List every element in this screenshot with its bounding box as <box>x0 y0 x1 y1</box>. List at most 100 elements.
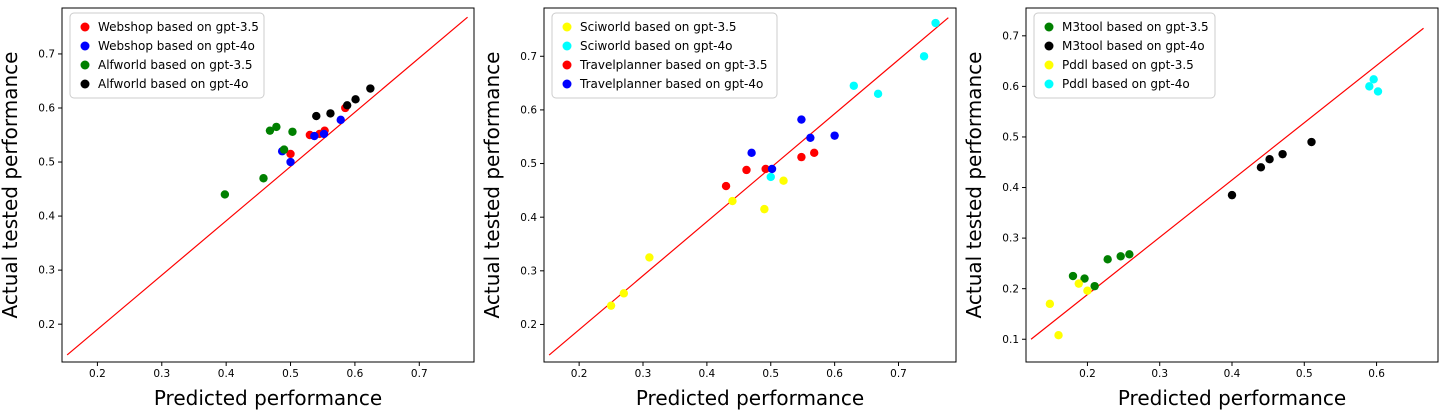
data-point <box>721 181 731 191</box>
data-point <box>728 196 737 206</box>
legend-label: Webshop based on gpt-3.5 <box>98 20 259 34</box>
scatter-plot: 0.2 0.3 0.4 0.5 0.6 0.7 0.2 0.3 0.4 0.5 0.6 0.7 Pred… <box>480 7 957 410</box>
x-tick-label: 0.7 <box>890 368 907 380</box>
data-point <box>779 176 788 185</box>
data-point <box>1103 255 1112 264</box>
x-tick-label: 0.3 <box>635 368 652 380</box>
legend-marker <box>1044 41 1054 51</box>
legend-label: Sciworld based on gpt-3.5 <box>580 20 737 34</box>
y-tick-label: 0.4 <box>38 211 55 223</box>
x-tick-label: 0.2 <box>1079 368 1096 380</box>
legend-label: M3tool based on gpt-3.5 <box>1062 20 1209 34</box>
data-point <box>1068 271 1078 281</box>
data-point <box>286 157 295 167</box>
data-point <box>326 109 335 118</box>
data-point <box>1265 155 1274 164</box>
data-point <box>645 253 654 262</box>
x-tick-label: 0.6 <box>826 368 843 380</box>
data-point <box>767 164 777 174</box>
x-tick-label: 0.7 <box>411 368 428 380</box>
data-point <box>1116 252 1125 261</box>
legend-label: Alfworld based on gpt-3.5 <box>98 58 253 72</box>
legend-marker <box>1044 60 1054 70</box>
legend-label: Travelplanner based on gpt-4o <box>579 77 763 91</box>
data-point <box>366 84 375 93</box>
data-point <box>1080 274 1089 283</box>
y-tick-label: 0.6 <box>38 103 55 115</box>
y-tick-label: 0.2 <box>38 319 55 331</box>
x-tick-label: 0.2 <box>571 368 588 380</box>
legend-marker <box>80 60 90 70</box>
x-tick-label: 0.6 <box>1368 368 1385 380</box>
legend-marker <box>80 41 90 51</box>
legend-marker <box>1044 79 1054 89</box>
chart-m3tool-pddl: 0.2 0.3 0.4 0.5 0.6 0.1 0.2 0.3 0.4 0.5 0.6 0.7 Pred… <box>962 0 1446 415</box>
legend-box <box>1033 12 1216 99</box>
y-tick-label: 0.6 <box>1002 81 1019 93</box>
data-point <box>259 174 268 183</box>
fit-line <box>548 17 949 356</box>
data-point <box>1125 250 1134 259</box>
legend-box <box>551 12 778 99</box>
data-point <box>1256 163 1266 172</box>
data-point <box>319 129 329 139</box>
plot-border <box>543 7 957 363</box>
y-tick-label: 0.3 <box>38 265 55 277</box>
x-tick-label: 0.3 <box>153 368 170 380</box>
legend: Sciworld based on gpt-3.5 Sciworld based … <box>551 12 778 99</box>
x-axis-label: Predicted performance <box>1118 386 1346 410</box>
data-point <box>312 111 321 121</box>
x-tick-label: 0.5 <box>1296 368 1313 380</box>
data-point <box>809 148 819 158</box>
legend-marker <box>80 22 90 32</box>
legend-label: Sciworld based on gpt-4o <box>580 39 732 53</box>
data-point <box>919 52 929 61</box>
x-tick-label: 0.4 <box>1224 368 1241 380</box>
y-tick-label: 0.1 <box>1002 334 1019 346</box>
legend: M3tool based on gpt-3.5 M3tool based on g… <box>1033 12 1216 99</box>
data-point <box>830 131 839 140</box>
x-tick-label: 0.4 <box>699 368 716 380</box>
data-point <box>849 81 858 90</box>
y-tick-label: 0.4 <box>1002 182 1019 194</box>
data-point <box>797 115 806 124</box>
x-axis-label: Predicted performance <box>636 386 864 410</box>
data-point <box>1278 149 1287 159</box>
legend-marker <box>562 41 572 51</box>
y-tick-label: 0.3 <box>1002 233 1019 245</box>
legend-label: Webshop based on gpt-4o <box>98 39 255 53</box>
y-tick-label: 0.3 <box>520 265 537 277</box>
x-tick-label: 0.3 <box>1151 368 1168 380</box>
data-point <box>288 127 297 136</box>
data-point <box>279 145 289 154</box>
data-point <box>1045 299 1055 309</box>
legend-marker <box>1044 22 1054 32</box>
x-axis-label: Predicted performance <box>154 386 382 410</box>
data-point <box>220 190 230 199</box>
data-point <box>766 172 775 182</box>
data-point <box>1083 286 1092 295</box>
data-point <box>1090 281 1099 291</box>
x-tick-label: 0.5 <box>282 368 299 380</box>
data-point <box>760 204 769 214</box>
y-tick-label: 0.5 <box>520 158 537 170</box>
data-point <box>1307 137 1316 147</box>
data-point <box>336 115 345 125</box>
y-tick-label: 0.2 <box>520 319 537 331</box>
legend-box <box>69 12 265 99</box>
legend-label: Alfworld based on gpt-4o <box>98 77 248 91</box>
data-point <box>1365 82 1374 91</box>
chart-webshop-alfworld: 0.2 0.3 0.4 0.5 0.6 0.7 0.2 0.3 0.4 0.5 0.6 0.7 Pred… <box>0 0 482 415</box>
legend-label: Travelplanner based on gpt-3.5 <box>579 58 767 72</box>
y-tick-label: 0.5 <box>1002 132 1019 144</box>
legend: Webshop based on gpt-3.5 Webshop based on… <box>69 12 265 99</box>
data-point <box>1054 330 1063 340</box>
legend-marker <box>562 22 572 32</box>
data-point <box>619 289 629 298</box>
data-point <box>1373 87 1383 96</box>
legend-marker <box>80 79 90 89</box>
plot-border <box>61 7 475 363</box>
y-axis-label: Actual tested performance <box>964 52 986 319</box>
data-point <box>310 131 319 141</box>
x-tick-label: 0.4 <box>218 368 235 380</box>
